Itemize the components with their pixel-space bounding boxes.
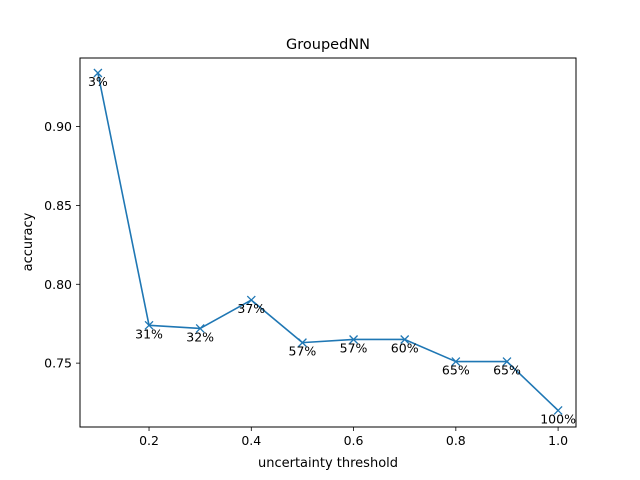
data-point-marker	[93, 68, 103, 78]
data-label: 32%	[186, 329, 214, 344]
data-point-marker	[246, 295, 256, 305]
y-tick-label: 0.80	[44, 277, 72, 292]
plot-area	[79, 57, 577, 428]
data-point-marker	[349, 335, 359, 344]
data-label: 65%	[442, 363, 470, 378]
data-point-marker	[400, 335, 410, 344]
data-label: 65%	[493, 363, 521, 378]
x-tick-label: 0.2	[139, 433, 159, 448]
x-tick-label: 0.6	[344, 433, 364, 448]
y-tick-label: 0.75	[44, 356, 72, 371]
y-axis: 0.75 0.80 0.85 0.90	[44, 119, 80, 371]
y-axis-label: accuracy	[21, 212, 36, 271]
data-label: 3%	[88, 74, 108, 89]
chart-title: GroupedNN	[286, 37, 370, 53]
data-label: 57%	[340, 340, 368, 355]
x-axis-label: uncertainty threshold	[258, 456, 398, 471]
y-tick-label: 0.85	[44, 198, 72, 213]
x-tick-label: 0.4	[241, 433, 261, 448]
x-tick-label: 0.8	[446, 433, 466, 448]
data-label: 100%	[540, 411, 576, 426]
data-label: 37%	[237, 301, 265, 316]
series-layer	[93, 68, 563, 415]
series-line	[97, 72, 559, 412]
data-point-marker	[502, 357, 512, 367]
data-point-marker	[553, 405, 563, 415]
y-tick-label: 0.90	[44, 119, 72, 134]
data-labels: 3% 31% 32% 37% 57% 57% 60% 65% 65% 100%	[88, 74, 576, 426]
data-label: 60%	[391, 340, 419, 355]
data-point-marker	[297, 338, 307, 348]
x-tick-label: 1.0	[548, 433, 568, 448]
x-axis: 0.2 0.4 0.6 0.8 1.0	[139, 427, 568, 448]
data-point-marker	[195, 323, 205, 333]
data-point-marker	[144, 320, 154, 330]
data-label: 57%	[289, 344, 317, 359]
data-label: 31%	[135, 326, 163, 341]
data-point-marker	[451, 357, 461, 367]
